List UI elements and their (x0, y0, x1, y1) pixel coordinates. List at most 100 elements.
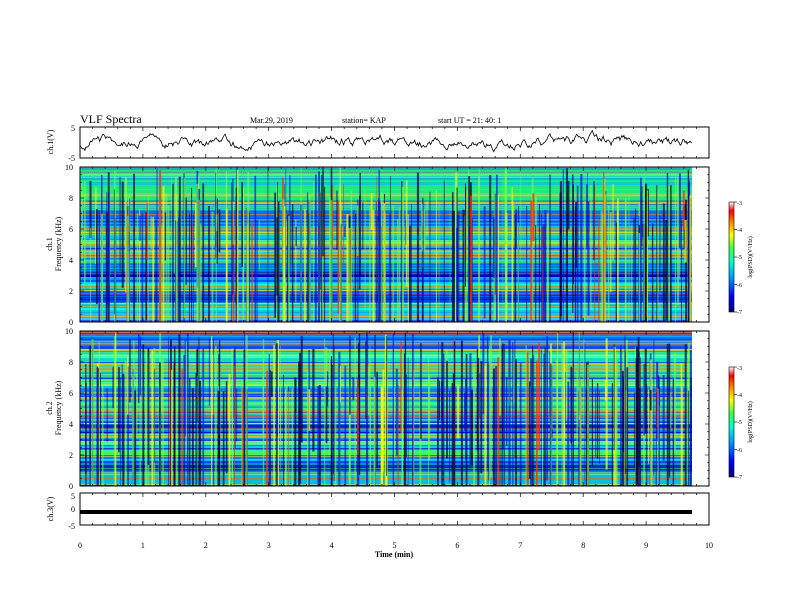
spectrogram-line (80, 229, 692, 231)
spectrogram-streak (547, 212, 549, 322)
spectrogram-streak (84, 180, 86, 283)
spectrogram-streak (517, 388, 519, 409)
spectrogram-streak (480, 361, 483, 474)
x-tick-label: 3 (267, 541, 271, 550)
spectrogram-streak (544, 210, 547, 322)
ch2-spectrogram-panel: 10 8 6 4 2 0 ch.2 Frequency (kHz) (45, 327, 710, 491)
spectrogram-streak (578, 332, 580, 420)
spectrogram-streak (651, 223, 654, 322)
spectrogram-streak (364, 190, 366, 311)
spectrogram-line (80, 280, 692, 282)
spectrogram-line (80, 297, 692, 298)
spectrogram-line (80, 183, 692, 185)
spectrogram-streak (483, 206, 486, 319)
cb2-label: log(PSD)(V²/Hz) (747, 401, 754, 442)
spectrogram-streak (502, 175, 504, 322)
spectrogram-streak (613, 344, 615, 451)
spectrogram-line (80, 278, 692, 280)
ch1-colorbar-gradient (728, 201, 735, 313)
spectrogram-streak (308, 389, 311, 431)
spectrogram-streak (653, 338, 655, 476)
spectrogram-streak (638, 352, 640, 468)
spectrogram-streak (583, 201, 586, 322)
spectrogram-streak (267, 167, 269, 322)
spectrogram-streak (600, 210, 603, 322)
spectrogram-line (80, 306, 692, 308)
spectrogram-streak (513, 361, 515, 403)
spectrogram-streak (428, 375, 431, 461)
spectrogram-streak (245, 335, 248, 486)
spectrogram-streak (405, 374, 407, 457)
spectrogram-streak (638, 224, 641, 233)
spectrogram-line (80, 331, 692, 334)
spectrogram-line (80, 309, 692, 310)
spectrogram-streak (178, 334, 181, 486)
spectrogram-streak (423, 208, 426, 251)
spectrogram-line (80, 171, 692, 173)
spectrogram-line (80, 180, 692, 182)
spectrogram-streak (202, 348, 205, 486)
spectrogram-streak (276, 390, 278, 437)
spectrogram-streak (336, 190, 338, 250)
spectrogram-streak (176, 204, 178, 322)
spectrogram-streak (576, 371, 578, 448)
spectrogram-streak (189, 213, 190, 322)
spectrogram-line (80, 196, 692, 198)
spectrogram-band (80, 289, 692, 298)
spectrogram-streak (175, 388, 178, 486)
spectrogram-streak (96, 209, 98, 305)
spectrogram-streak (658, 376, 660, 486)
spectrogram-streak (171, 369, 173, 486)
spectrogram-streak (478, 168, 480, 322)
spectrogram-streak (612, 184, 614, 261)
spectrogram-streak (646, 384, 648, 486)
spec2-ytick-6: 6 (69, 389, 73, 398)
spectrogram-line (80, 261, 692, 263)
spectrogram-streak (555, 359, 558, 486)
spectrogram-streak (139, 336, 142, 396)
spectrogram-streak (651, 385, 653, 486)
spectrogram-line (80, 302, 692, 304)
spectrogram-streak (531, 178, 534, 322)
spectrogram-streak (98, 342, 100, 486)
spectrogram-streak (598, 219, 600, 322)
spectrogram-streak (349, 335, 351, 415)
spectrogram-streak (533, 354, 535, 486)
spectrogram-streak (455, 178, 457, 284)
spectrogram-streak (178, 176, 181, 322)
spectrogram-line (80, 299, 692, 301)
spectrogram-line (80, 265, 692, 267)
spectrogram-streak (329, 350, 331, 456)
spectrogram-streak (165, 193, 168, 322)
spectrogram-streak (211, 211, 214, 322)
spectrogram-streak (565, 350, 568, 419)
spectrogram-streak (294, 377, 297, 486)
spectrogram-streak (373, 377, 376, 486)
spectrogram-streak (105, 212, 108, 322)
spectrogram-streak (635, 208, 637, 322)
spectrogram-streak (218, 340, 221, 486)
spectrogram-streak (462, 209, 465, 322)
spectrogram-streak (191, 187, 193, 322)
spectrogram-streak (502, 343, 504, 449)
spectrogram-line (80, 234, 692, 236)
spectrogram-line (80, 264, 692, 266)
spectrogram-streak (295, 219, 297, 303)
spectrogram-streak (234, 366, 235, 486)
spectrogram-streak (376, 216, 378, 322)
spec2-ytick-8: 8 (69, 358, 73, 367)
spectrogram-line (80, 225, 692, 226)
spectrogram-streak (366, 332, 369, 486)
spectrogram-streak (136, 373, 138, 440)
spectrogram-streak (538, 343, 541, 451)
spectrogram-line (80, 294, 692, 296)
spectrogram-streak (674, 353, 676, 452)
spectrogram-streak (382, 369, 385, 472)
spectrogram-streak (107, 192, 110, 306)
spectrogram-streak (386, 336, 388, 476)
spectrogram-line (80, 214, 692, 216)
ch3-waveform-line (80, 510, 692, 514)
spectrogram-streak (369, 205, 371, 322)
spectrogram-streak (605, 338, 608, 470)
spectrogram-streak (198, 337, 200, 486)
